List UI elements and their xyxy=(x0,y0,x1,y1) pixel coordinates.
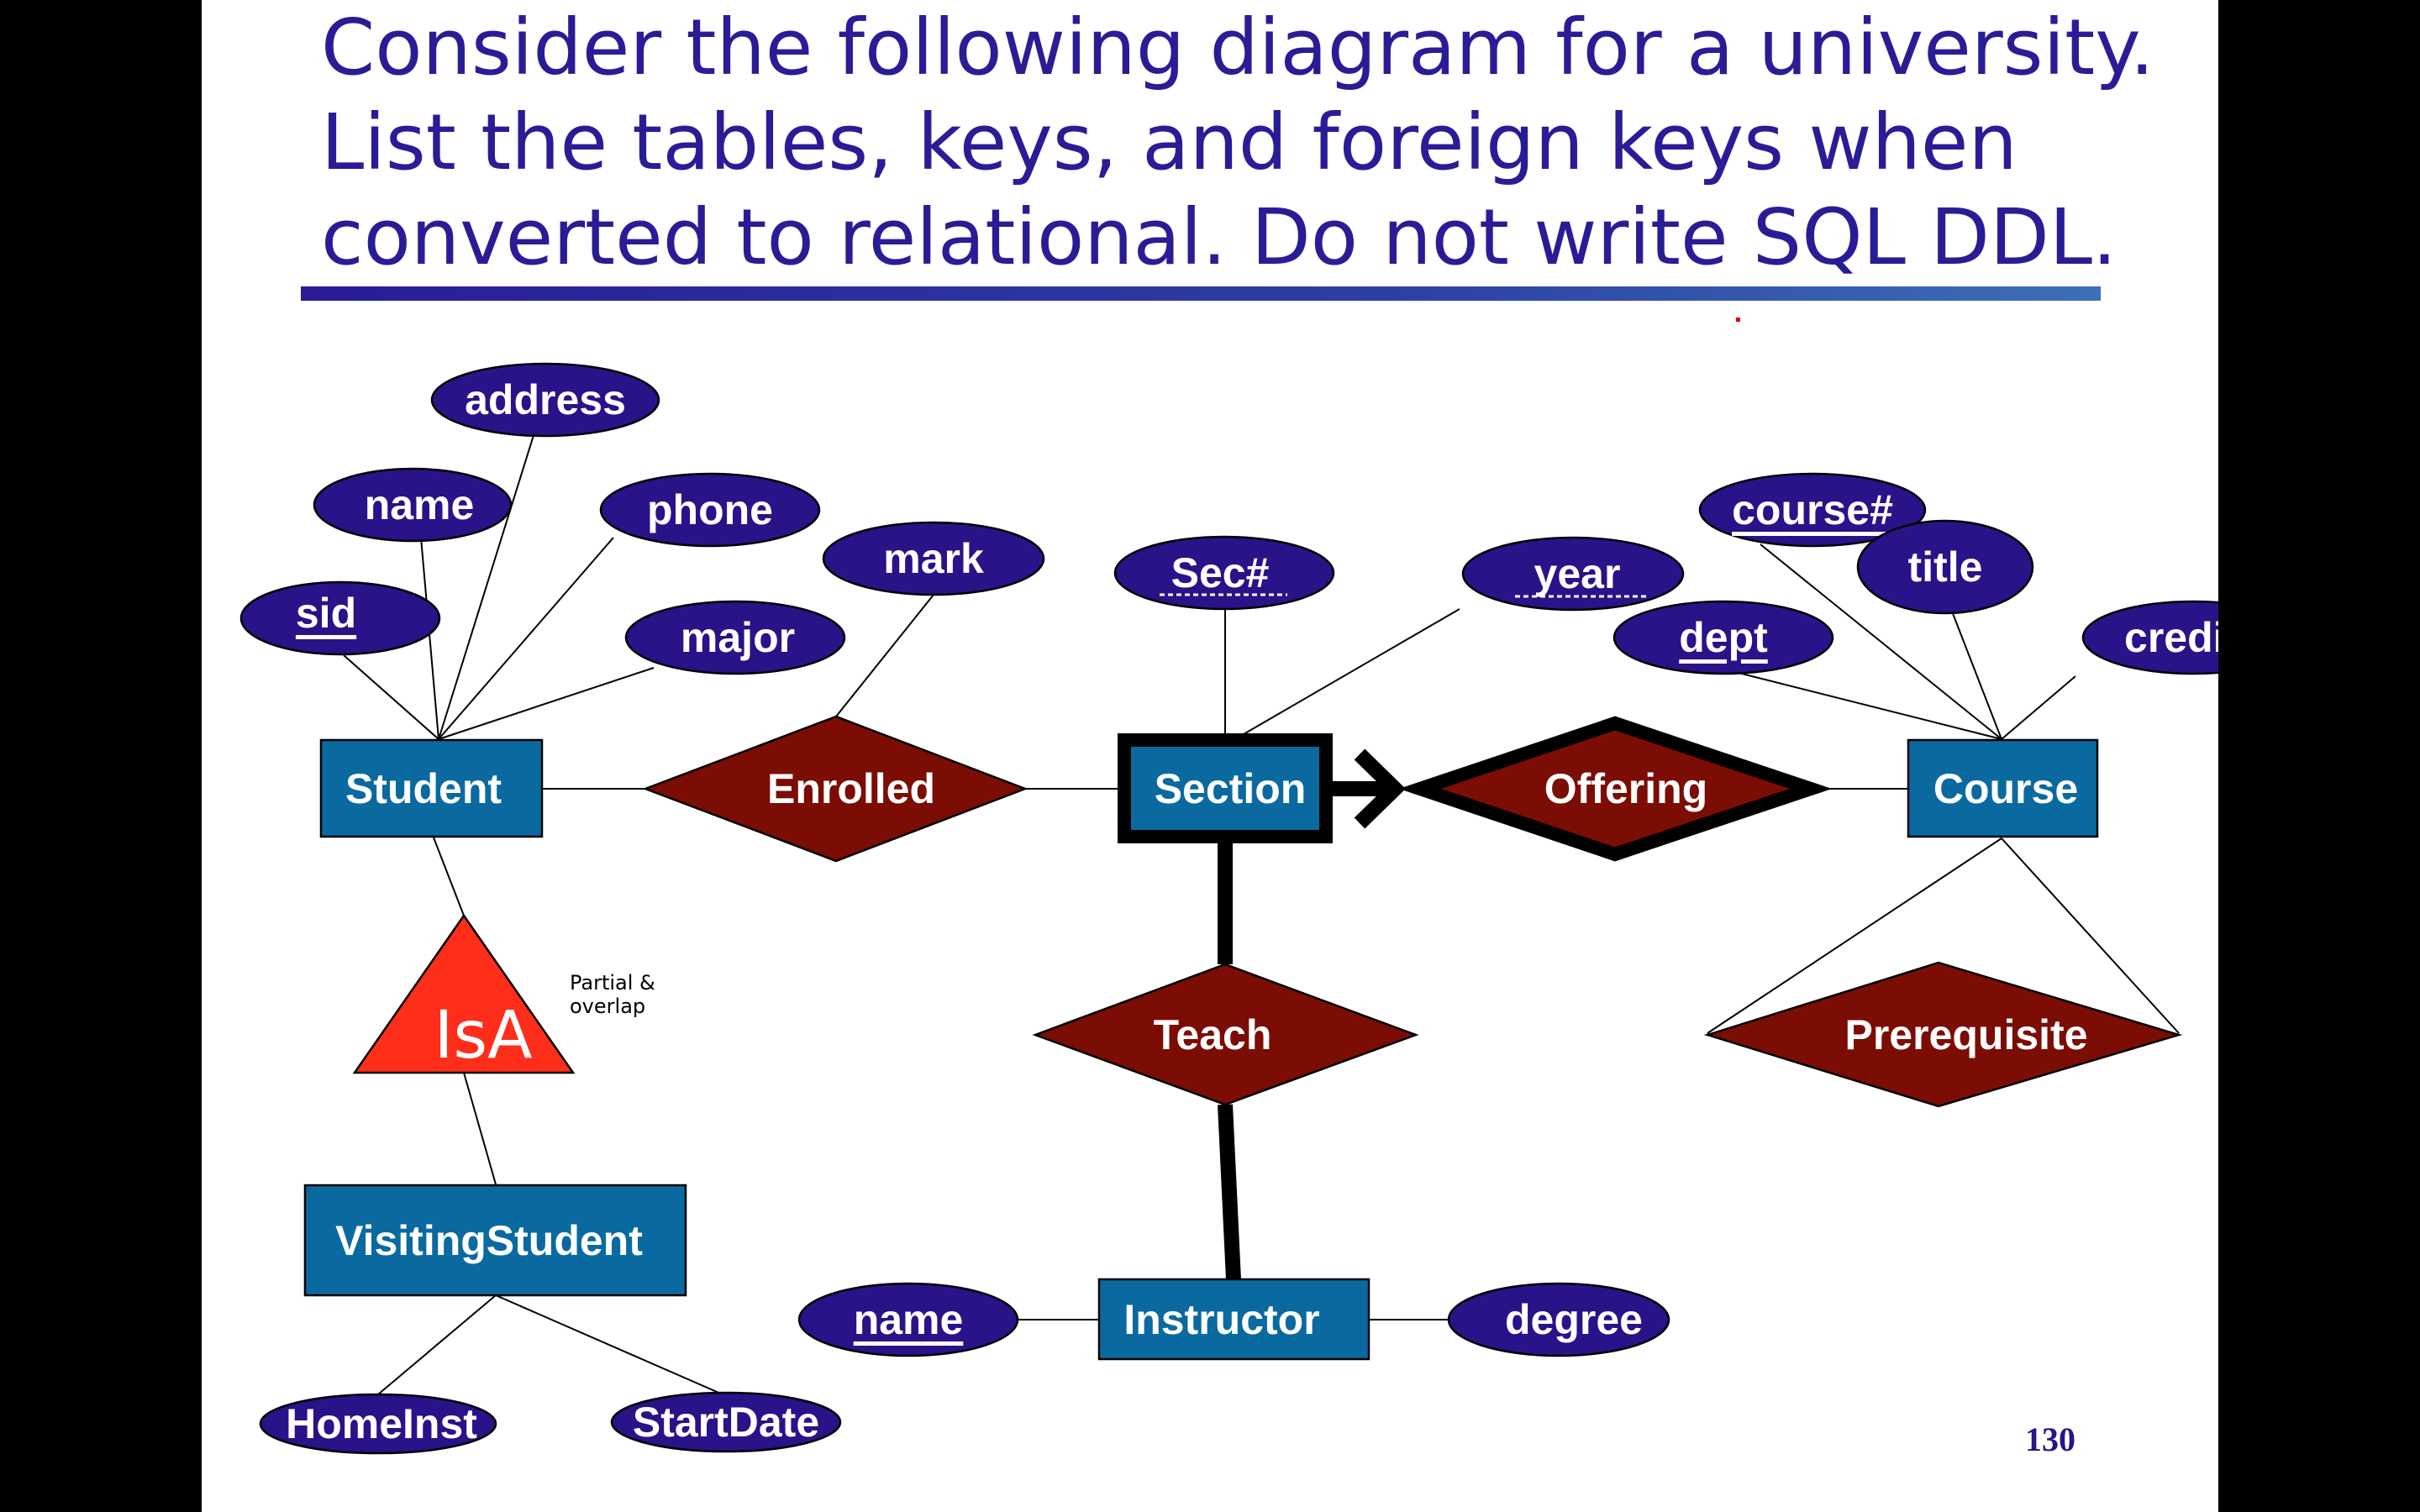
attr-home-inst: HomeInst xyxy=(259,1393,497,1455)
attr-course-no: course# xyxy=(1698,472,1927,548)
entity-instructor-label: Instructor xyxy=(1123,1296,1319,1343)
attr-title-label: title xyxy=(1908,543,1983,591)
entity-student-label: Student xyxy=(345,765,502,812)
attr-year-label: year xyxy=(1534,550,1621,597)
line-course-prereq-right xyxy=(2001,837,2180,1034)
attr-dept-label: dept xyxy=(1679,614,1768,661)
attr-sec-no-label: Sec# xyxy=(1171,549,1270,596)
title-line-3: converted to relational. Do not write SQ… xyxy=(321,192,2118,282)
rel-teach: Teach xyxy=(1032,963,1419,1106)
attr-phone: phone xyxy=(599,472,821,548)
attr-mark-label: mark xyxy=(883,535,984,582)
entity-section: Section xyxy=(1118,733,1333,843)
attr-course-no-label: course# xyxy=(1732,486,1893,533)
attr-instructor-name-label: name xyxy=(854,1296,964,1343)
attr-start-date: StartDate xyxy=(610,1391,842,1453)
page-number: 130 xyxy=(2025,1420,2075,1458)
rel-enrolled: Enrolled xyxy=(642,715,1028,863)
isa-label: IsA xyxy=(434,998,533,1074)
rel-offering-label: Offering xyxy=(1544,765,1707,812)
arrow-head-offering xyxy=(1354,748,1406,829)
line-course-prereq-left xyxy=(1707,837,2002,1034)
connector-lines xyxy=(343,432,2180,1395)
line-course-title xyxy=(1949,604,2002,740)
attr-year: year xyxy=(1461,536,1685,612)
attr-sid-label: sid xyxy=(296,590,356,637)
er-diagram: address name phone sid major mark Sec# xyxy=(239,362,2218,1455)
entity-student: Student xyxy=(319,738,544,838)
attr-degree-label: degree xyxy=(1505,1296,1643,1343)
attr-phone-label: phone xyxy=(647,486,773,533)
line-visiting-homeinst xyxy=(377,1294,497,1395)
rel-offering[interactable]: Offering xyxy=(1398,716,1833,862)
attr-instructor-name: name xyxy=(797,1282,1019,1357)
rel-teach-label: Teach xyxy=(1154,1011,1272,1058)
line-visiting-startdate xyxy=(495,1294,723,1395)
line-course-credits xyxy=(2001,675,2076,740)
attr-credits: credits xyxy=(2081,600,2218,675)
rel-prerequisite: Prerequisite xyxy=(1703,961,2183,1108)
attr-address-label: address xyxy=(465,376,626,423)
entity-course: Course xyxy=(1907,738,2099,838)
attr-student-name: name xyxy=(313,467,513,543)
entity-visiting-student: VisitingStudent xyxy=(303,1184,687,1297)
attr-title: title xyxy=(1856,519,2034,615)
line-isa-visiting xyxy=(463,1072,497,1185)
line-course-dept xyxy=(1734,671,2002,740)
line-student-sid xyxy=(343,654,439,740)
line-student-isa xyxy=(433,837,465,916)
line-student-name xyxy=(420,537,439,740)
line-course-courseno xyxy=(1760,543,2002,740)
attr-address: address xyxy=(430,362,660,438)
rel-enrolled-label: Enrolled xyxy=(767,765,935,812)
attr-sid: sid xyxy=(239,580,441,656)
attr-dept: dept xyxy=(1612,600,1834,675)
attr-start-date-label: StartDate xyxy=(633,1399,819,1446)
isa-note-line-1: Partial & xyxy=(570,971,655,995)
attr-credits-label: credits xyxy=(2124,614,2218,661)
attr-student-name-label: name xyxy=(365,481,475,528)
entity-course-label: Course xyxy=(1933,765,2078,812)
isa-note-line-2: overlap xyxy=(570,995,645,1018)
line-section-year xyxy=(1243,608,1460,735)
entity-instructor: Instructor xyxy=(1097,1278,1370,1361)
title-line-2: List the tables, keys, and foreign keys … xyxy=(321,97,2018,187)
slide-title: Consider the following diagram for a uni… xyxy=(321,0,2170,285)
entity-visiting-student-label: VisitingStudent xyxy=(335,1217,643,1264)
line-enrolled-mark xyxy=(835,594,934,717)
attr-sec-no: Sec# xyxy=(1113,535,1335,611)
line-student-major xyxy=(438,667,655,740)
slide: Consider the following diagram for a uni… xyxy=(202,0,2218,1512)
isa-triangle: IsA xyxy=(352,913,576,1074)
line-student-phone xyxy=(438,537,614,740)
red-dot xyxy=(1736,318,1740,322)
attr-major-label: major xyxy=(681,614,795,661)
attr-major: major xyxy=(624,600,846,675)
title-rule xyxy=(301,286,2101,301)
thick-line-teach-instructor xyxy=(1218,1104,1241,1280)
title-line-1: Consider the following diagram for a uni… xyxy=(321,3,2154,92)
line-student-address xyxy=(438,432,535,740)
attr-mark: mark xyxy=(822,521,1045,596)
rel-prerequisite-label: Prerequisite xyxy=(1844,1011,2087,1058)
entity-section-label: Section xyxy=(1155,765,1307,812)
attr-home-inst-label: HomeInst xyxy=(286,1400,477,1447)
attr-degree: degree xyxy=(1447,1282,1670,1357)
